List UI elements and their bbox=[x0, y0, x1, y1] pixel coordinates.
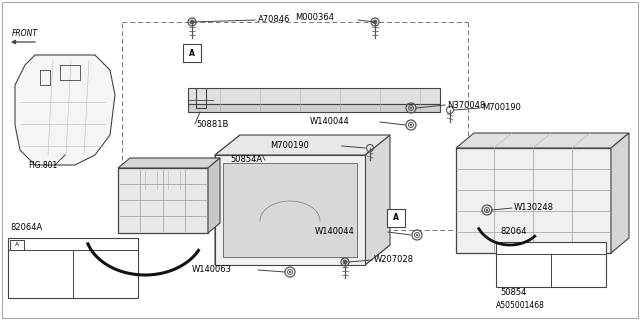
Bar bbox=[456, 148, 611, 253]
Polygon shape bbox=[365, 135, 390, 265]
Circle shape bbox=[410, 124, 412, 126]
Polygon shape bbox=[215, 135, 390, 155]
Polygon shape bbox=[223, 163, 357, 257]
Text: W140063: W140063 bbox=[192, 266, 232, 275]
Text: N370048: N370048 bbox=[447, 100, 485, 109]
Text: A: A bbox=[393, 213, 399, 222]
Bar bbox=[387, 209, 405, 227]
Text: 82064A: 82064A bbox=[10, 223, 42, 232]
Circle shape bbox=[486, 209, 488, 211]
Text: M000364: M000364 bbox=[295, 13, 334, 22]
Text: W140044: W140044 bbox=[315, 228, 355, 236]
Text: M700190: M700190 bbox=[270, 141, 309, 150]
Text: 50881B: 50881B bbox=[196, 120, 228, 129]
Bar bbox=[8, 238, 138, 298]
Circle shape bbox=[343, 260, 347, 264]
Bar bbox=[118, 168, 208, 233]
Polygon shape bbox=[215, 155, 365, 265]
Polygon shape bbox=[118, 158, 220, 168]
Circle shape bbox=[190, 20, 194, 24]
Circle shape bbox=[410, 107, 412, 109]
Text: A70846: A70846 bbox=[258, 15, 291, 25]
Text: A: A bbox=[189, 49, 195, 58]
Text: A: A bbox=[15, 243, 19, 247]
Text: M700190: M700190 bbox=[482, 103, 521, 113]
Polygon shape bbox=[456, 133, 629, 148]
Polygon shape bbox=[215, 245, 390, 265]
Text: 50854A: 50854A bbox=[230, 155, 262, 164]
Text: FRONT: FRONT bbox=[12, 29, 38, 38]
Polygon shape bbox=[611, 133, 629, 253]
Polygon shape bbox=[15, 55, 115, 165]
Text: 50854: 50854 bbox=[500, 288, 526, 297]
Circle shape bbox=[416, 234, 418, 236]
Text: 82064: 82064 bbox=[500, 227, 527, 236]
Polygon shape bbox=[208, 158, 220, 233]
Text: FIG.801: FIG.801 bbox=[28, 161, 57, 170]
Circle shape bbox=[373, 20, 377, 24]
Bar bbox=[183, 44, 201, 62]
Bar bbox=[496, 242, 606, 287]
Polygon shape bbox=[188, 104, 440, 112]
Polygon shape bbox=[215, 135, 240, 265]
Text: W140044: W140044 bbox=[310, 117, 349, 126]
Text: W130248: W130248 bbox=[514, 204, 554, 212]
Text: A505001468: A505001468 bbox=[496, 301, 545, 310]
Polygon shape bbox=[188, 88, 440, 104]
Bar bbox=[10, 240, 24, 250]
Text: W207028: W207028 bbox=[374, 255, 414, 265]
Circle shape bbox=[289, 271, 291, 273]
